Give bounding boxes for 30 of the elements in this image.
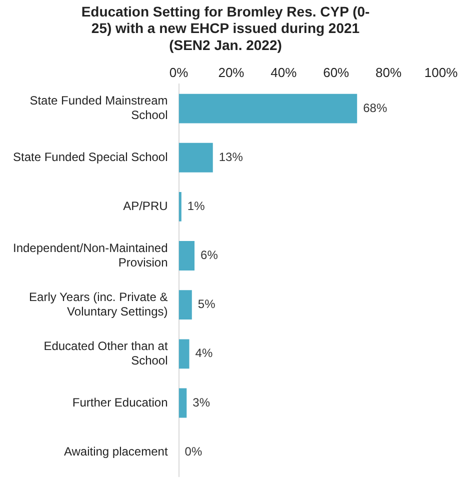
data-label: 6% (200, 248, 218, 262)
data-label: 4% (195, 346, 213, 360)
data-label: 1% (187, 199, 206, 213)
data-label: 3% (192, 395, 210, 410)
x-tick-label: 0% (169, 64, 189, 80)
data-label: 5% (198, 297, 216, 312)
x-tick-label: 40% (270, 64, 298, 80)
y-tick-label: Independent/Non-Maintained Provision (13, 240, 168, 270)
x-tick-label: 100% (424, 64, 458, 80)
chart-title: Education Setting for Bromley Res. CYP (0-25) with a new EHCP issued during 2021 (SEN2 Jan. 2022) (81, 3, 370, 53)
y-tick-label: Awaiting placement (64, 444, 168, 458)
bar (178, 339, 190, 369)
y-tick-label: State Funded Special School (13, 150, 168, 164)
bar (178, 241, 195, 270)
bar (178, 388, 187, 418)
data-label: 0% (184, 444, 202, 458)
y-tick-label: Early Years (inc. Private & Voluntary Settings) (29, 290, 168, 318)
bar (178, 94, 358, 124)
bar (178, 192, 182, 222)
bar (178, 290, 192, 320)
data-label: 68% (363, 100, 388, 115)
y-tick-label: Educated Other than at School (44, 339, 168, 368)
y-tick-label: AP/PRU (123, 199, 168, 213)
y-tick-label: State Funded Mainstream School (30, 94, 168, 122)
x-tick-label: 80% (376, 64, 402, 80)
x-tick-label: 60% (323, 64, 350, 80)
x-tick-label: 20% (218, 64, 245, 80)
y-tick-label: Further Education (72, 395, 168, 410)
bar (178, 142, 213, 172)
data-label: 13% (218, 150, 244, 164)
